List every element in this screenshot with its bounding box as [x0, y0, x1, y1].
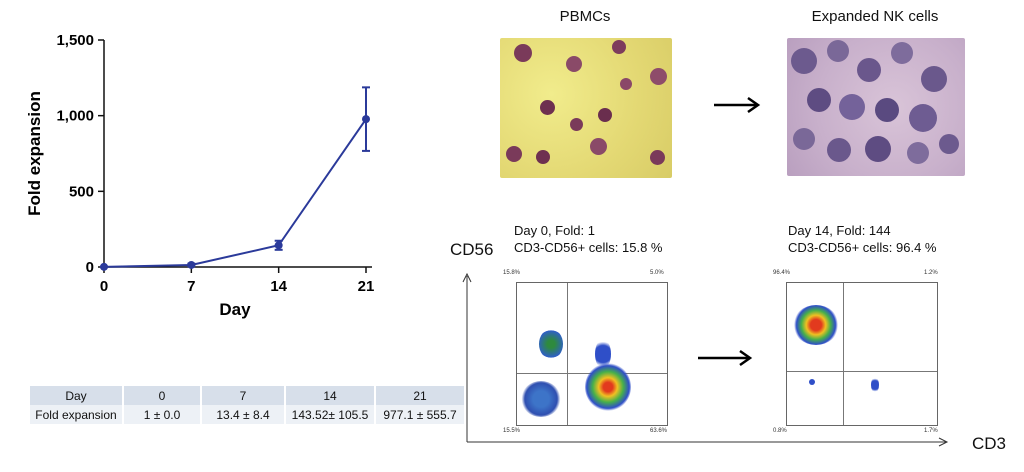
fold-expansion-table: Day 0 7 14 21 Fold expansion 1 ± 0.0 13.… [30, 386, 466, 424]
flow-left-q-br: 63.6% [650, 428, 668, 434]
y-tick-label: 0 [86, 259, 94, 276]
cd3-axis-label: CD3 [972, 434, 1007, 453]
cd56-axis-label: CD56 [450, 240, 494, 259]
data-point [187, 260, 196, 269]
table-cell: 13.4 ± 8.4 [201, 405, 286, 424]
table-header-cell: 21 [375, 386, 466, 405]
x-tick-label: 0 [100, 278, 108, 295]
x-tick-label: 7 [187, 278, 195, 295]
y-tick-label: 500 [69, 183, 94, 200]
x-tick-label: 21 [358, 278, 375, 295]
table-header-cell: Day [30, 386, 124, 405]
flow-right-caption: Day 14, Fold: 144 CD3-CD56+ cells: 96.4 … [788, 222, 936, 256]
flow-left-q-bl: 15.5% [503, 428, 521, 434]
table-header-cell: 7 [201, 386, 286, 405]
x-tick-label: 14 [270, 278, 287, 295]
nk-cells-micrograph [787, 38, 965, 176]
flow-left-q-tr: 5.0% [650, 270, 664, 276]
table-cell: 977.1 ± 555.7 [375, 405, 466, 424]
flow-left-q-tl: 15.8% [503, 270, 521, 276]
flow-plot-day0 [516, 282, 668, 426]
table-header-cell: 14 [285, 386, 376, 405]
flow-left-caption: Day 0, Fold: 1 CD3-CD56+ cells: 15.8 % [514, 222, 662, 256]
pbmc-micrograph [500, 38, 672, 178]
flow-right-line2: CD3-CD56+ cells: 96.4 % [788, 240, 937, 255]
flow-left-line2: CD3-CD56+ cells: 15.8 % [514, 240, 663, 255]
flow-plot-day14 [786, 282, 938, 426]
flow-right-q-tl: 96.4% [773, 270, 791, 276]
flow-right-q-bl: 0.8% [773, 428, 787, 434]
data-point [274, 241, 283, 250]
flow-right-q-br: 1.7% [924, 428, 938, 434]
flow-right-q-tr: 1.2% [924, 270, 938, 276]
flow-right-line1: Day 14, Fold: 144 [788, 223, 891, 238]
pbmc-label: PBMCs [559, 8, 611, 25]
flow-axes [462, 272, 949, 447]
micrograph-arrow [714, 96, 761, 114]
flow-left-line1: Day 0, Fold: 1 [514, 223, 595, 238]
flow-arrow [698, 349, 753, 367]
table-row: Fold expansion 1 ± 0.0 13.4 ± 8.4 143.52… [30, 405, 466, 424]
table-cell: 143.52± 105.5 [285, 405, 376, 424]
x-axis-label: Day [219, 300, 251, 319]
table-header-row: Day 0 7 14 21 [30, 386, 466, 405]
nk-cells-label: Expanded NK cells [811, 8, 939, 25]
table-header-cell: 0 [123, 386, 202, 405]
fold-expansion-chart: 0 500 1,000 1,500 0 7 14 21 Day Fold expansion [25, 32, 375, 319]
series-line [103, 118, 367, 268]
data-point [362, 115, 370, 124]
table-cell: Fold expansion [30, 405, 124, 424]
y-axis-label: Fold expansion [25, 91, 44, 216]
data-point [100, 262, 108, 271]
y-tick-label: 1,000 [56, 108, 94, 125]
table-cell: 1 ± 0.0 [123, 405, 202, 424]
y-tick-label: 1,500 [56, 32, 94, 49]
